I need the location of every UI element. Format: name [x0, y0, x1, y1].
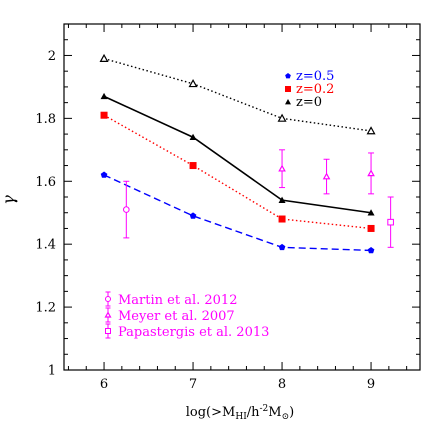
meyer-et-al-2007-point: [367, 169, 375, 177]
y-axis-label: γ: [0, 195, 18, 205]
x-tick-label: 7: [189, 377, 197, 392]
series-3-point: [366, 126, 376, 135]
legend-label-papastergis-et-al-2013: Papastergis et al. 2013: [118, 325, 269, 340]
x-axis-label-mid: /h: [247, 405, 260, 420]
z-0-point: [189, 133, 197, 141]
z-0-2-point: [367, 224, 375, 232]
legend-label-meyer-et-al-2007: Meyer et al. 2007: [118, 309, 235, 324]
legend-label-z-0: z=0: [296, 95, 322, 110]
legend-marker-z-0: [285, 99, 291, 105]
z-0-point: [100, 92, 108, 100]
legend-marker-martin-et-al-2012: [105, 296, 111, 302]
meyer-et-al-2007-point: [322, 172, 331, 180]
x-axis-label: log(>MHI/h-2M⊙): [186, 404, 294, 422]
x-axis-label-sub-sun: ⊙: [282, 412, 290, 422]
ticks-layer: 6 7 8 9 1 1.2 1.4 1.6 1.8 2: [35, 24, 420, 392]
x-axis-label-close: ): [289, 405, 294, 420]
y-tick-label: 1.4: [35, 238, 56, 253]
series-3-point: [188, 79, 198, 88]
martin-et-al-2012-point: [123, 206, 130, 213]
legend-label-martin-et-al-2012: Martin et al. 2012: [118, 293, 237, 308]
z-0-point: [367, 209, 375, 216]
series-3-point: [99, 53, 109, 63]
observations-layer: [123, 149, 394, 248]
z-0-2-line: [103, 114, 372, 230]
series-3-point: [277, 113, 287, 122]
y-tick-label: 1.8: [35, 112, 56, 127]
z-0-5-point: [367, 246, 375, 254]
z-0-line: [103, 95, 372, 214]
z-0-2-point: [189, 162, 197, 170]
z-0-5-point: [189, 212, 197, 219]
y-tick-label: 2: [48, 49, 56, 64]
legend-marker-papastergis-et-al-2013: [105, 328, 111, 334]
x-tick-label: 6: [100, 377, 108, 392]
y-tick-label: 1.2: [35, 301, 56, 316]
x-axis-label-sub-hi: HI: [235, 412, 247, 422]
legend-label-z-0-5: z=0.5: [296, 69, 334, 84]
x-tick-label: 9: [367, 377, 375, 392]
z-0-5-point: [278, 243, 286, 251]
z-0-2-point: [100, 111, 108, 119]
x-tick-label: 8: [278, 377, 286, 392]
legend-marker-meyer-et-al-2007: [104, 311, 112, 318]
legend-label-z-0-2: z=0.2: [296, 82, 334, 97]
x-axis-label-main: log(>M: [186, 405, 236, 420]
z-0-2-point: [278, 215, 286, 223]
z-0-5-line: [103, 174, 372, 252]
y-tick-label: 1.6: [35, 175, 56, 190]
x-axis-label-end: M: [268, 405, 281, 420]
y-tick-label: 1: [48, 364, 56, 379]
series-layer: [99, 53, 376, 254]
legend-marker-z-0-5: [285, 73, 291, 79]
meyer-et-al-2007-point: [278, 164, 286, 172]
papastergis-et-al-2013-point: [387, 218, 394, 226]
z-0-5-point: [100, 171, 108, 178]
x-axis-label-sup: -2: [260, 404, 269, 414]
series-3-line: [103, 57, 372, 132]
legend-marker-z-0-2: [285, 86, 291, 92]
z-0-point: [278, 196, 286, 203]
